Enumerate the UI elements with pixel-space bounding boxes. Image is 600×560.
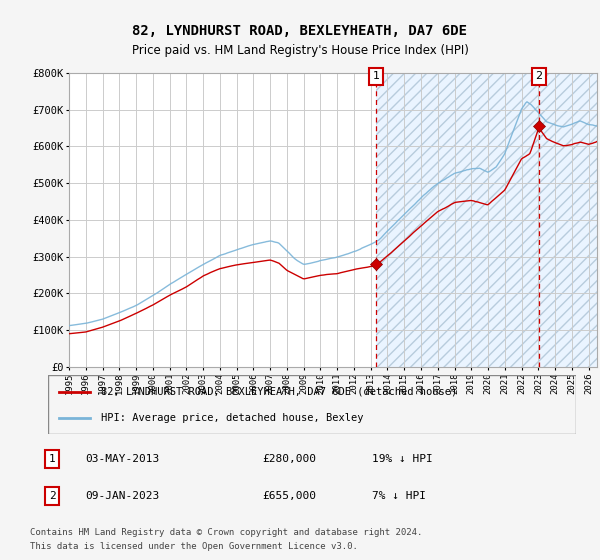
- Text: 7% ↓ HPI: 7% ↓ HPI: [372, 491, 426, 501]
- Text: 2: 2: [49, 491, 55, 501]
- Text: 09-JAN-2023: 09-JAN-2023: [85, 491, 160, 501]
- Text: £655,000: £655,000: [262, 491, 316, 501]
- Text: 82, LYNDHURST ROAD, BEXLEYHEATH, DA7 6DE: 82, LYNDHURST ROAD, BEXLEYHEATH, DA7 6DE: [133, 24, 467, 38]
- Text: Contains HM Land Registry data © Crown copyright and database right 2024.: Contains HM Land Registry data © Crown c…: [30, 528, 422, 536]
- Text: 1: 1: [49, 454, 55, 464]
- Text: HPI: Average price, detached house, Bexley: HPI: Average price, detached house, Bexl…: [101, 413, 364, 423]
- Text: £280,000: £280,000: [262, 454, 316, 464]
- Text: This data is licensed under the Open Government Licence v3.0.: This data is licensed under the Open Gov…: [30, 542, 358, 550]
- Text: 82, LYNDHURST ROAD, BEXLEYHEATH, DA7 6DE (detached house): 82, LYNDHURST ROAD, BEXLEYHEATH, DA7 6DE…: [101, 386, 457, 396]
- Text: 1: 1: [373, 72, 380, 81]
- Text: Price paid vs. HM Land Registry's House Price Index (HPI): Price paid vs. HM Land Registry's House …: [131, 44, 469, 57]
- Text: 2: 2: [535, 72, 542, 81]
- Text: 19% ↓ HPI: 19% ↓ HPI: [372, 454, 433, 464]
- Text: 03-MAY-2013: 03-MAY-2013: [85, 454, 160, 464]
